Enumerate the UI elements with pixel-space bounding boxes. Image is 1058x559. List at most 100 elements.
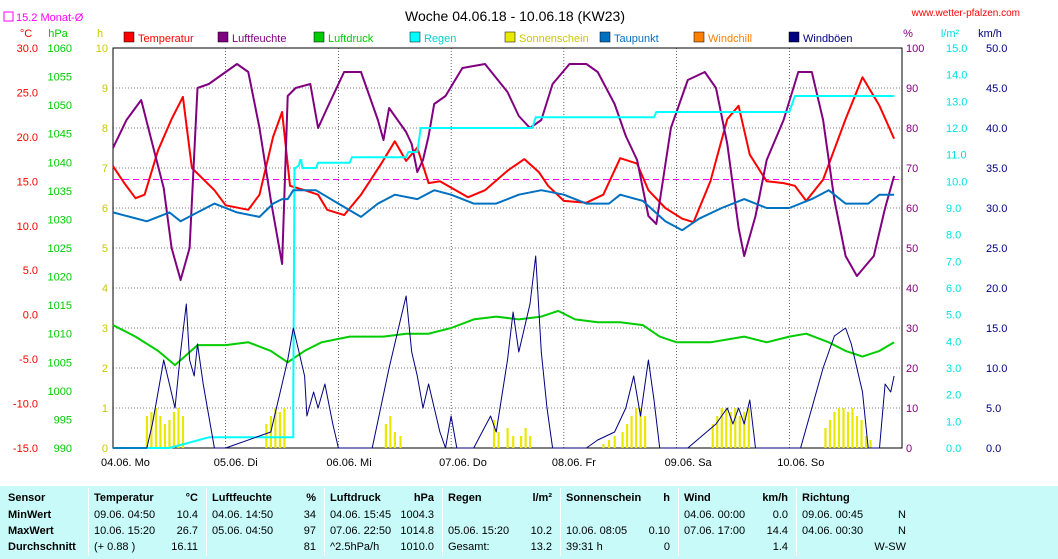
sunshine-bar [711,424,714,448]
sunshine-bar [720,408,723,448]
tick-rain: 15.0 [946,43,967,55]
tick-rain: 12.0 [946,123,967,135]
tick-rain: 5.0 [946,310,961,322]
stats-row-label: MinWert [8,509,52,521]
stats-time: 07.06. 22:50 [330,525,392,537]
stats-row-label: Durchschnitt [8,541,76,553]
tick-wind: 5.0 [986,403,1001,415]
sunshine-bar [384,424,387,448]
tick-wind: 10.0 [986,363,1007,375]
tick-temperature: 15.0 [17,176,38,188]
stats-time: 09.06. 00:45 [802,509,864,521]
stats-time: 10.06. 15:20 [94,525,156,537]
monthly-avg-box [3,11,14,22]
tick-sunshine: 1 [102,403,108,415]
stats-value: 1.4 [772,541,788,553]
tick-pressure: 995 [54,414,72,426]
stats-unit: km/h [762,492,788,504]
stats-value: 16.11 [171,541,198,553]
tick-humidity: 70 [906,163,918,175]
site-url: www.wetter-pfalzen.com [911,8,1020,19]
tick-temperature: -10.0 [13,399,38,411]
stats-header: Luftfeuchte [212,492,272,504]
tick-temperature: 25.0 [17,87,38,99]
tick-rain: 0.0 [946,443,961,455]
tick-sunshine: 6 [102,203,108,215]
stats-time: 05.06. 15:20 [448,525,510,537]
sunshine-bar [634,408,638,448]
tick-sunshine: 10 [96,43,108,55]
sunshine-bar [860,420,863,448]
sunshine-bar [274,408,277,448]
sunshine-bar [520,436,523,448]
sunshine-bar [177,408,180,448]
sunshine-bar [529,436,532,448]
stats-time: ^2.5hPa/h [330,541,380,553]
stats-separator [324,488,325,556]
sunshine-bar [639,408,642,448]
sunshine-bar [630,416,633,448]
plot-area [112,47,903,449]
stats-unit: h [663,492,670,504]
stats-time: 09.06. 04:50 [94,509,156,521]
sunshine-bar [734,408,737,448]
tick-pressure: 1035 [48,186,72,198]
tick-sunshine: 2 [102,363,108,375]
stats-value: 10.4 [176,509,198,521]
stats-value: 13.2 [530,541,552,553]
tick-wind: 15.0 [986,323,1007,335]
legend-label: Sonnenschein [519,33,589,45]
tick-wind: 0.0 [986,443,1001,455]
sunshine-bar [172,412,176,448]
tick-pressure: 1025 [48,243,72,255]
x-tick-label: 07.06. Do [439,457,487,469]
tick-wind: 20.0 [986,283,1007,295]
sunshine-bar [864,436,868,448]
sunshine-bar [393,432,396,448]
stats-value: 34 [303,509,316,521]
stats-value: 0.10 [648,525,670,537]
sunshine-bar [833,412,836,448]
tick-temperature: 30.0 [17,43,38,55]
tick-pressure: 1055 [48,72,72,84]
legend-swatch [504,31,516,43]
series-line-luftfeuchte [112,63,896,281]
x-tick-label: 05.06. Di [214,457,258,469]
tick-sunshine: 4 [102,283,108,295]
tick-wind: 50.0 [986,43,1007,55]
weather-chart: Woche 04.06.18 - 10.06.18 (KW23) www.wett… [3,8,1020,469]
tick-wind: 25.0 [986,243,1007,255]
tick-sunshine: 8 [102,123,108,135]
stats-time: 05.06. 04:50 [212,525,274,537]
tick-humidity: 60 [906,203,918,215]
sunshine-bar [283,408,286,448]
stats-table: Sensor MinWert MaxWert Durchschnitt Temperat… [0,486,1058,559]
sunshine-bar [492,420,496,448]
stats-value: 0.0 [772,509,788,521]
legend-swatch [693,31,705,43]
legend-swatch [788,31,800,43]
stats-time: 39:31 h [566,541,603,553]
tick-rain: 4.0 [946,336,961,348]
stats-value: 1014.8 [400,525,434,537]
stats-row-label: MaxWert [8,525,54,537]
tick-wind: 45.0 [986,83,1007,95]
sunshine-bar [837,408,841,448]
axis-unit-pressure: hPa [48,28,68,40]
stats-separator [88,488,89,556]
tick-humidity: 50 [906,243,918,255]
stats-separator [796,488,797,556]
tick-pressure: 1060 [48,43,72,55]
stats-time: 04.06. 14:50 [212,509,274,521]
sunshine-bar [743,412,746,448]
tick-pressure: 1030 [48,214,72,226]
tick-sunshine: 3 [102,323,108,335]
sunshine-bar [842,408,845,448]
tick-temperature: 5.0 [23,265,38,277]
tick-wind: 30.0 [986,203,1007,215]
sunshine-bar [145,416,149,448]
stats-header: Regen [448,492,482,504]
legend-label: Windchill [708,33,752,45]
axis-unit-temperature: °C [20,28,32,40]
stats-separator [678,488,679,556]
